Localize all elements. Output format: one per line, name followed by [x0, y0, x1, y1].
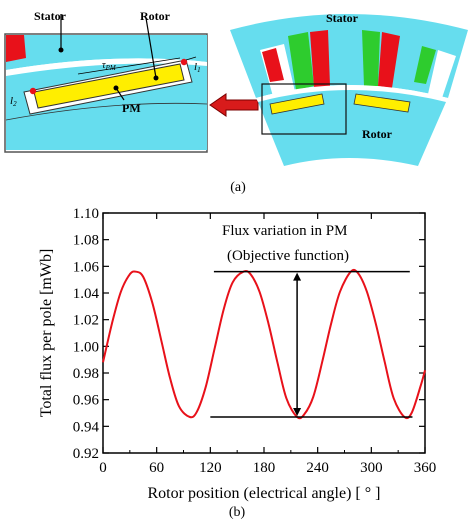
zoom-rotor-label: Rotor [140, 9, 171, 23]
caption-b: (b) [228, 505, 246, 520]
x-tick-label: 0 [99, 460, 107, 476]
annotation-line-2: (Objective function) [227, 248, 349, 264]
y-tick-label: 1.08 [73, 233, 99, 249]
motor-pm-2 [353, 93, 411, 113]
zoom-pm-label: PM [122, 101, 141, 115]
tau-pm-label: τPM [102, 60, 117, 72]
y-tick-label: 1.00 [73, 339, 99, 355]
flux-chart: 0 60 120 180 240 300 360 0.92 0.94 0.96 0.98 1.00 1.… [38, 206, 437, 502]
x-tick-label: 60 [149, 460, 164, 476]
l2-label: l2 [10, 95, 17, 108]
figure-a: τPM l1 l2 Stator Rotor PM [0, 0, 474, 195]
l1-label: l1 [194, 61, 201, 74]
tick-group: 0 60 120 180 240 300 360 0.92 0.94 0.96 0.98 1.00 1.… [73, 206, 437, 476]
flux-series-line [102, 268, 426, 420]
y-tick-label: 0.96 [73, 393, 100, 409]
motor-pm-1 [269, 93, 325, 115]
x-tick-label: 360 [414, 460, 437, 476]
zoom-stator-iron [6, 35, 207, 70]
arrow-head-top [293, 272, 302, 281]
x-axis-label: Rotor position (electrical angle) [ ° ] [148, 485, 381, 502]
reference-lines [210, 270, 413, 418]
y-tick-label: 1.04 [73, 286, 100, 302]
x-tick-label: 120 [199, 460, 222, 476]
series-group [102, 268, 426, 420]
coil-green [288, 32, 314, 90]
y-tick-label: 1.10 [73, 206, 99, 222]
x-tick-label: 180 [253, 460, 276, 476]
coil-red [378, 32, 400, 88]
zoom-coil-red [6, 35, 26, 62]
zoom-pm-magnet [33, 63, 185, 109]
coil-slots [260, 30, 456, 100]
zoom-view: τPM l1 l2 Stator Rotor PM [4, 9, 208, 153]
x-tick-label: 240 [306, 460, 329, 476]
y-tick-label: 0.98 [73, 366, 99, 382]
y-tick-label: 0.92 [73, 446, 99, 462]
caption-a: (a) [230, 180, 246, 195]
y-tick-label: 1.02 [73, 313, 99, 329]
zoom-arrow [209, 93, 259, 117]
arrow-head-bottom [293, 408, 302, 416]
motor-section: Stator Rotor [230, 11, 468, 166]
motor-rotor-label: Rotor [362, 127, 393, 141]
annotation-line-1: Flux variation in PM [222, 223, 347, 239]
motor-stator-label: Stator [326, 11, 359, 25]
y-tick-label: 1.06 [73, 259, 100, 275]
zoom-stator-label: Stator [34, 9, 67, 23]
y-tick-label: 0.94 [73, 419, 100, 435]
zoom-box [261, 83, 347, 135]
y-axis-label: Total flux per pole [mWb] [38, 249, 55, 418]
x-tick-label: 300 [360, 460, 383, 476]
